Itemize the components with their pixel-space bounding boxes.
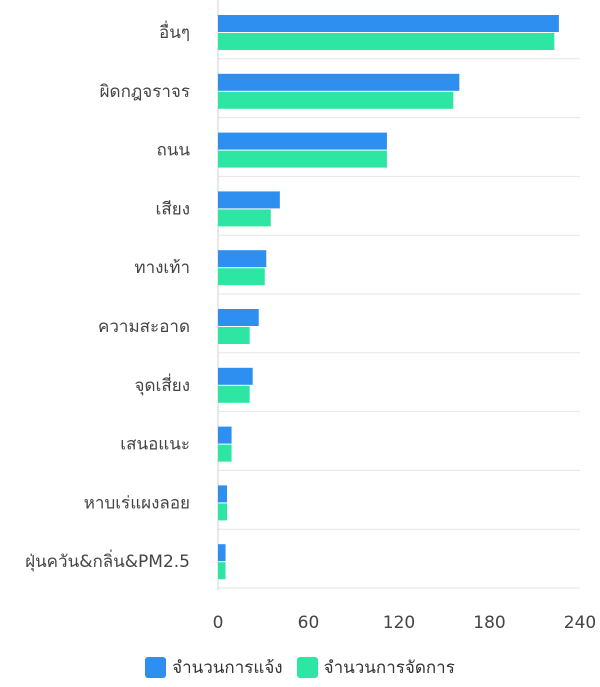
chart-legend: จำนวนการแจ้ง จำนวนการจัดการ (0, 652, 600, 682)
bar-reported (218, 250, 267, 268)
category-label: เสียง (156, 199, 190, 219)
bar-reported (218, 132, 387, 150)
x-tick-label: 120 (383, 613, 415, 633)
x-tick-label: 0 (213, 613, 224, 633)
legend-item-handled[interactable]: จำนวนการจัดการ (296, 654, 455, 681)
legend-swatch-handled (296, 656, 318, 678)
category-label: ถนน (156, 141, 190, 161)
legend-label-reported: จำนวนการแจ้ง (172, 657, 283, 678)
bar-reported (218, 485, 228, 503)
bar-chart: อื่นๆผิดกฎจราจรถนนเสียงทางเท้าความสะอาดจ… (25, 0, 596, 633)
category-label: ทางเท้า (134, 258, 190, 278)
bar-handled (218, 385, 250, 403)
category-label: เสนอแนะ (120, 435, 190, 455)
category-label: อื่นๆ (159, 20, 190, 43)
category-label: ผิดกฎจราจร (100, 82, 190, 102)
bar-reported (218, 367, 253, 385)
category-label: ฝุ่นควัน&กลิ่น&PM2.5 (25, 549, 190, 572)
bar-handled (218, 150, 387, 168)
x-tick-label: 180 (473, 613, 505, 633)
bar-reported (218, 191, 280, 209)
bar-handled (218, 327, 250, 344)
category-label: หาบเร่แผงลอย (84, 493, 190, 513)
bar-handled (218, 33, 555, 50)
x-tick-label: 240 (564, 613, 596, 633)
bar-handled (218, 91, 454, 109)
bar-handled (218, 444, 232, 462)
bar-reported (218, 15, 559, 32)
legend-item-reported[interactable]: จำนวนการแจ้ง (145, 654, 283, 681)
bar-handled (218, 268, 265, 286)
bar-handled (218, 503, 228, 521)
bar-reported (218, 544, 226, 562)
bar-handled (218, 209, 271, 227)
x-tick-label: 60 (298, 613, 320, 633)
bar-handled (218, 562, 226, 580)
legend-swatch-reported (145, 656, 167, 678)
bar-reported (218, 309, 259, 326)
bar-reported (218, 426, 232, 444)
legend-label-handled: จำนวนการจัดการ (323, 657, 455, 678)
category-label: จุดเสี่ยง (135, 373, 190, 396)
category-label: ความสะอาด (98, 317, 190, 337)
bar-reported (218, 73, 460, 91)
